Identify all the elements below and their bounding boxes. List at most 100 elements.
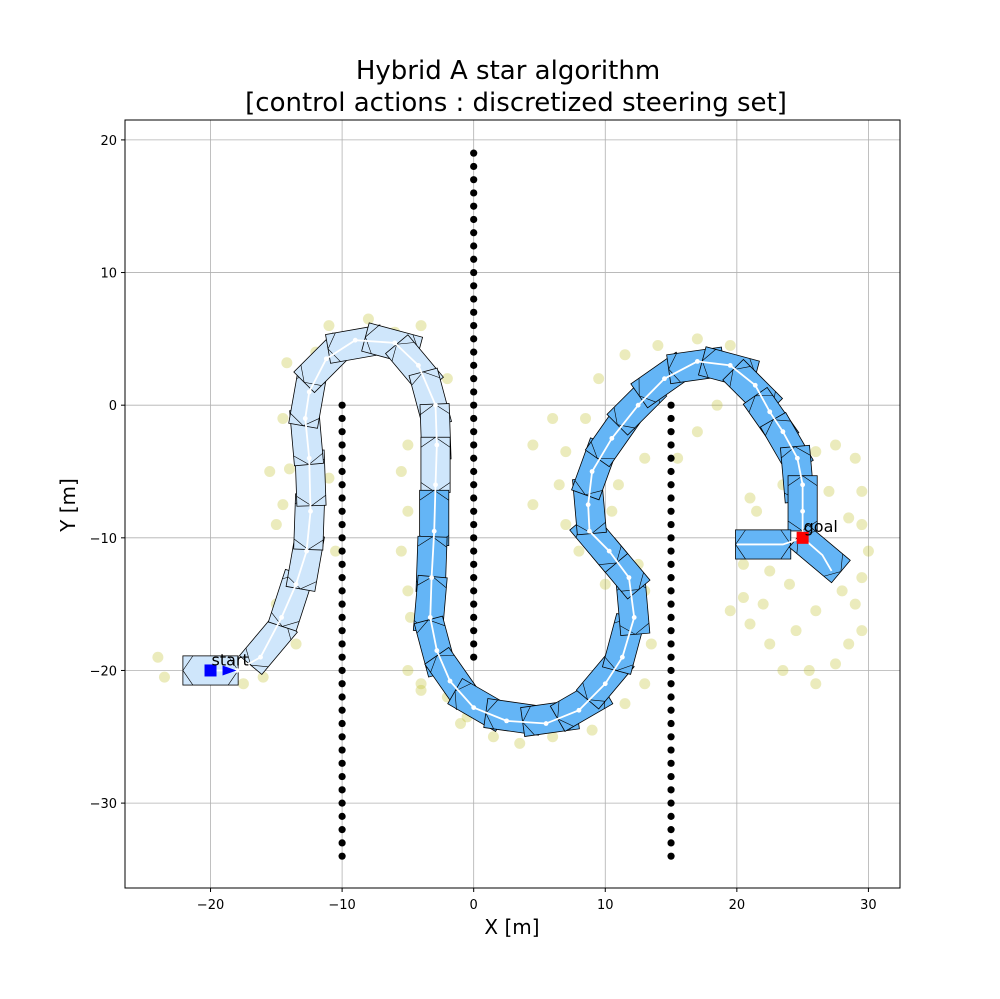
- explored-node-24: [415, 678, 427, 690]
- explored-node-16: [441, 373, 453, 385]
- explored-node-30: [586, 724, 598, 736]
- explored-node-14: [415, 320, 427, 332]
- path-point-14: [433, 402, 438, 408]
- explored-node-76: [810, 446, 822, 458]
- obstacle-1-dot-24: [470, 335, 478, 343]
- x-tick-label-0: −20: [197, 898, 224, 913]
- explored-node-27: [487, 731, 499, 743]
- obstacle-1-dot-4: [470, 600, 478, 608]
- explored-node-29: [547, 731, 559, 743]
- explored-node-41: [580, 412, 592, 424]
- obstacle-0-dot-18: [338, 613, 346, 622]
- branch-line-0: [736, 536, 803, 546]
- explored-node-11: [323, 320, 335, 332]
- x-tick-label-1: −10: [328, 898, 355, 913]
- goal-label: goal: [804, 517, 838, 536]
- obstacle-1-dot-27: [470, 295, 478, 303]
- explored-node-39: [553, 479, 565, 491]
- path-point-37: [694, 359, 700, 364]
- explored-node-17: [402, 439, 414, 451]
- explored-node-48: [711, 399, 723, 411]
- path-point-9: [306, 389, 312, 395]
- obstacle-1-dot-23: [470, 348, 478, 356]
- explored-node-45: [691, 333, 703, 345]
- explored-node-64: [803, 664, 815, 676]
- path-point-17: [431, 528, 437, 534]
- plot-frame: [124, 119, 901, 889]
- obstacle-0-dot-4: [338, 799, 346, 807]
- explored-node-52: [612, 479, 624, 491]
- obstacle-1-dot-19: [470, 401, 478, 409]
- explored-node-36: [599, 578, 611, 590]
- obstacle-2-dot-23: [667, 547, 675, 555]
- explored-node-70: [856, 572, 868, 584]
- obstacle-1-dot-28: [470, 282, 478, 290]
- explored-node-61: [744, 618, 756, 630]
- x-axis-label: X [m]: [484, 915, 539, 939]
- obstacle-1-dot-17: [470, 428, 478, 436]
- obstacle-0-dot-21: [338, 574, 346, 582]
- explored-node-55: [527, 439, 539, 451]
- path-point-7: [306, 455, 312, 461]
- obstacle-0-dot-33: [338, 414, 346, 423]
- explored-node-56: [547, 412, 559, 424]
- explored-node-68: [856, 625, 868, 637]
- explored-nodes-layer: [152, 313, 874, 749]
- explored-node-62: [764, 638, 776, 650]
- explored-node-8: [277, 412, 289, 424]
- obstacle-2-dot-13: [667, 680, 675, 688]
- explored-node-40: [560, 446, 572, 458]
- vehicle-footprints-layer: [182, 322, 851, 737]
- path-point-43: [800, 482, 806, 488]
- explored-node-26: [455, 718, 467, 730]
- obstacle-2-dot-30: [667, 454, 675, 462]
- goal-marker: [796, 531, 809, 544]
- obstacle-1-dot-1: [470, 640, 478, 648]
- obstacle-2-dot-19: [667, 600, 675, 608]
- path-point-36: [662, 376, 667, 382]
- obstacle-0-dot-29: [338, 467, 346, 476]
- path-point-21: [447, 678, 453, 684]
- obstacle-2-dot-22: [667, 560, 675, 568]
- path-point-19: [427, 615, 433, 620]
- path-point-15: [434, 442, 440, 448]
- obstacle-1-dot-18: [470, 414, 478, 423]
- explored-node-73: [856, 485, 868, 497]
- obstacle-1-dot-14: [470, 467, 478, 476]
- obstacle-0-dot-12: [338, 693, 346, 701]
- path-point-20: [434, 648, 440, 653]
- obstacle-2-dot-5: [667, 786, 675, 794]
- obstacle-2-dot-34: [667, 401, 675, 409]
- obstacle-0-dot-8: [338, 746, 346, 754]
- y-tick-label-1: −20: [90, 664, 117, 679]
- obstacle-0-dot-0: [338, 852, 346, 860]
- explored-node-42: [593, 373, 605, 385]
- obstacle-2-dot-32: [667, 428, 675, 436]
- path-point-11: [352, 337, 358, 343]
- explored-node-83: [823, 485, 835, 497]
- explored-node-51: [639, 452, 651, 464]
- obstacle-1-dot-15: [470, 454, 478, 462]
- explored-node-0: [152, 651, 164, 663]
- path-point-4: [293, 581, 299, 587]
- obstacle-2-dot-31: [667, 441, 675, 449]
- explored-node-58: [737, 558, 749, 570]
- obstacle-1-dot-31: [470, 242, 478, 250]
- explored-node-54: [527, 499, 539, 511]
- obstacle-2-dot-29: [667, 467, 675, 476]
- explored-node-65: [810, 678, 822, 690]
- obstacle-2-dot-15: [667, 653, 675, 661]
- path-point-5: [304, 548, 309, 554]
- obstacle-1-dot-8: [470, 547, 478, 555]
- obstacle-0-dot-13: [338, 680, 346, 688]
- explored-node-79: [783, 578, 795, 590]
- obstacle-1-dot-32: [470, 229, 478, 237]
- obstacle-0-dot-25: [338, 520, 346, 529]
- obstacle-0-dot-28: [338, 481, 346, 489]
- explored-node-31: [619, 698, 631, 710]
- obstacle-1-dot-9: [470, 534, 478, 542]
- path-point-39: [752, 382, 758, 388]
- explored-node-91: [323, 472, 335, 484]
- path-point-6: [308, 508, 313, 514]
